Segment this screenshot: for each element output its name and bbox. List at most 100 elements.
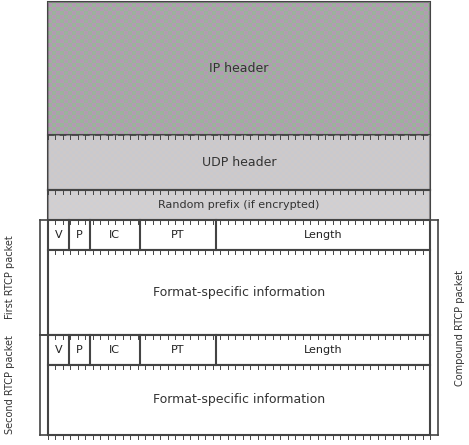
- Bar: [63, 199, 66, 202]
- Bar: [411, 199, 414, 202]
- Bar: [280, 123, 284, 127]
- Bar: [348, 193, 351, 196]
- Bar: [236, 111, 240, 115]
- Bar: [429, 184, 430, 187]
- Bar: [200, 107, 204, 111]
- Bar: [336, 202, 339, 205]
- Bar: [324, 131, 328, 135]
- Bar: [105, 160, 108, 163]
- Bar: [408, 79, 412, 83]
- Bar: [148, 99, 152, 103]
- Bar: [324, 154, 327, 157]
- Bar: [153, 184, 156, 187]
- Bar: [296, 119, 300, 123]
- Bar: [63, 151, 66, 154]
- Bar: [225, 145, 228, 148]
- Bar: [284, 75, 288, 79]
- Bar: [267, 142, 270, 145]
- Bar: [168, 175, 171, 178]
- Bar: [249, 139, 252, 142]
- Bar: [315, 142, 318, 145]
- Bar: [66, 178, 69, 181]
- Bar: [390, 154, 393, 157]
- Bar: [204, 148, 207, 151]
- Bar: [360, 27, 364, 31]
- Bar: [390, 217, 393, 220]
- Bar: [423, 205, 426, 208]
- Bar: [140, 51, 144, 55]
- Bar: [54, 163, 57, 166]
- Bar: [291, 154, 294, 157]
- Bar: [300, 205, 303, 208]
- Bar: [196, 103, 200, 107]
- Bar: [100, 87, 104, 91]
- Bar: [368, 35, 372, 39]
- Bar: [48, 2, 52, 3]
- Bar: [388, 127, 392, 131]
- Bar: [348, 55, 352, 59]
- Bar: [132, 160, 135, 163]
- Bar: [84, 59, 88, 63]
- Bar: [64, 63, 68, 67]
- Bar: [63, 181, 66, 184]
- Bar: [252, 3, 256, 7]
- Bar: [112, 55, 116, 59]
- Bar: [400, 111, 404, 115]
- Bar: [420, 208, 423, 211]
- Bar: [408, 175, 411, 178]
- Bar: [309, 193, 312, 196]
- Bar: [183, 184, 186, 187]
- Bar: [321, 136, 324, 139]
- Bar: [284, 95, 288, 99]
- Bar: [138, 181, 141, 184]
- Bar: [375, 175, 378, 178]
- Bar: [213, 139, 216, 142]
- Bar: [184, 95, 188, 99]
- Bar: [132, 202, 135, 205]
- Bar: [57, 139, 60, 142]
- Bar: [372, 115, 376, 119]
- Bar: [228, 214, 231, 217]
- Bar: [152, 87, 156, 91]
- Bar: [124, 91, 128, 95]
- Bar: [351, 211, 354, 214]
- Bar: [84, 142, 87, 145]
- Bar: [267, 154, 270, 157]
- Bar: [225, 202, 228, 205]
- Bar: [120, 193, 123, 196]
- Bar: [396, 71, 400, 75]
- Bar: [417, 199, 420, 202]
- Bar: [400, 3, 404, 7]
- Bar: [363, 199, 366, 202]
- Bar: [424, 83, 428, 87]
- Bar: [417, 169, 420, 172]
- Bar: [420, 63, 424, 67]
- Bar: [116, 123, 120, 127]
- Bar: [321, 142, 324, 145]
- Bar: [402, 148, 405, 151]
- Bar: [171, 199, 174, 202]
- Bar: [324, 107, 328, 111]
- Bar: [228, 184, 231, 187]
- Bar: [420, 135, 423, 136]
- Bar: [120, 175, 123, 178]
- Bar: [88, 31, 92, 35]
- Bar: [156, 55, 160, 59]
- Bar: [264, 115, 268, 119]
- Bar: [258, 196, 261, 199]
- Bar: [156, 211, 159, 214]
- Bar: [160, 19, 164, 23]
- Bar: [272, 11, 276, 15]
- Bar: [76, 2, 80, 3]
- Bar: [312, 205, 315, 208]
- Bar: [87, 205, 90, 208]
- Bar: [318, 187, 321, 190]
- Bar: [300, 139, 303, 142]
- Bar: [384, 175, 387, 178]
- Bar: [248, 47, 252, 51]
- Bar: [248, 111, 252, 115]
- Bar: [232, 2, 236, 3]
- Bar: [332, 27, 336, 31]
- Bar: [392, 91, 396, 95]
- Bar: [188, 75, 192, 79]
